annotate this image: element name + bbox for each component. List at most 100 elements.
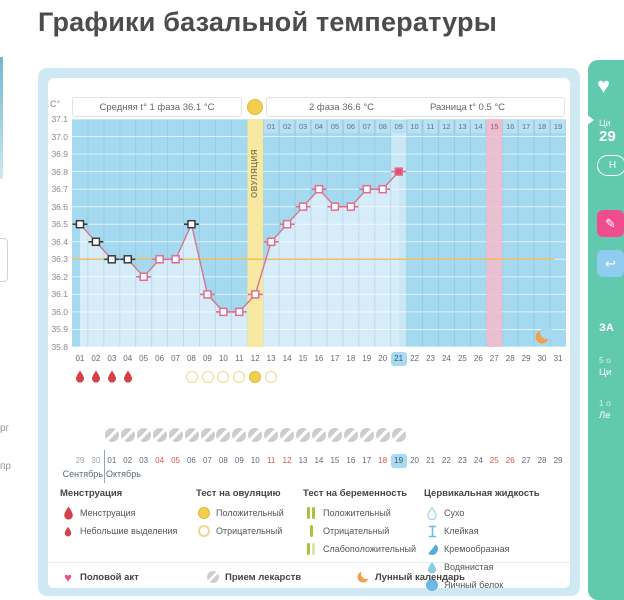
cycle-day-label: 06 [155, 354, 165, 363]
y-axis-tick: 35.9 [51, 324, 68, 335]
phase2-day-cell: 02 [280, 120, 295, 133]
legend-item: Положительный [196, 504, 284, 522]
calendar-date-label[interactable]: 20 [410, 456, 419, 465]
pill-icon [359, 428, 374, 442]
calendar-date-label[interactable]: 12 [282, 456, 292, 465]
calendar-date-label[interactable]: 02 [123, 456, 133, 465]
temp-marker [104, 255, 120, 264]
avg-phase1-box: Средняя t° 1 фаза 36.1 °C [72, 97, 242, 117]
calendar-date-label[interactable]: 15 [330, 456, 340, 465]
legend-item-label: Клейкая [444, 526, 479, 536]
phase2-day-cell: 03 [296, 120, 310, 133]
circle-filled-yellow-icon [196, 507, 212, 519]
calendar-date-label[interactable]: 23 [457, 456, 467, 465]
cycle-day-label: 17 [330, 354, 340, 363]
calendar-date-label[interactable]: 19 [390, 454, 407, 468]
footer-legend-item: ♥ Половой акт [60, 569, 139, 585]
temp-marker [263, 237, 279, 247]
pill-icon [216, 428, 231, 442]
medication-row [72, 428, 566, 442]
legend-item-label: Слабоположительный [323, 544, 417, 554]
phase2-day-cell: 04 [312, 120, 326, 133]
calendar-date-label[interactable]: 22 [441, 456, 451, 465]
phase2-box: 2 фаза 36.6 °C Разница t° 0.5 °C [266, 97, 565, 117]
ovulation-test-negative-icon [201, 371, 214, 383]
ovulation-test-negative-icon [185, 371, 198, 383]
temp-marker [120, 255, 136, 264]
y-axis-tick: 36.0 [51, 306, 68, 317]
calendar-date-label[interactable]: 26 [505, 456, 515, 465]
cycle-day-label: 05 [139, 354, 149, 363]
note-link[interactable]: Ле [599, 410, 611, 421]
temp-marker [215, 307, 231, 317]
calendar-date-label[interactable]: 01 [107, 456, 117, 465]
legend-item: Кремообразная [424, 540, 540, 558]
phase2-day-cell: 05 [328, 120, 342, 133]
ovulation-test-negative-icon [233, 371, 246, 383]
calendar-date-label[interactable]: 09 [234, 456, 244, 465]
pill-icon [248, 428, 263, 442]
calendar-date-label[interactable]: 28 [537, 456, 547, 465]
ovulation-band-label: ОВУЛЯЦИЯ [250, 148, 260, 198]
phase2-day-cell: 12 [439, 120, 454, 133]
cycle-day-label: 20 [378, 354, 388, 363]
calendar-date-label[interactable]: 18 [378, 456, 388, 465]
temp-marker [375, 184, 391, 194]
legend-column: Цервикальная жидкость Сухо Клейкая Кремообр… [424, 488, 540, 594]
difference-text: Разница t° 0.5 °C [429, 101, 506, 113]
y-axis-tick: 36.7 [51, 184, 68, 195]
cycle-day-label: 01 [75, 354, 85, 363]
calendar-date-label[interactable]: 07 [202, 456, 212, 465]
ovulation-band [247, 119, 264, 347]
symbol-row [72, 370, 566, 386]
calendar-date-label[interactable]: 29 [75, 456, 85, 465]
calendar-date-label[interactable]: 27 [521, 456, 531, 465]
pill-icon [296, 428, 311, 442]
calendar-date-label[interactable]: 05 [171, 456, 180, 465]
calendar-date-label[interactable]: 21 [426, 456, 435, 465]
calendar-date-label[interactable]: 24 [473, 456, 483, 465]
pill-icon [168, 428, 183, 442]
calendar-date-label[interactable]: 14 [314, 456, 324, 465]
calendar-date-label[interactable]: 10 [250, 456, 260, 465]
cycle-day-label: 30 [537, 354, 547, 363]
pill-icon [280, 428, 295, 442]
pill-icon [200, 428, 215, 442]
calendar-date-label[interactable]: 30 [91, 456, 101, 465]
calendar-date-label[interactable]: 25 [489, 456, 499, 465]
moon-orange-icon [355, 570, 371, 584]
footer-separator [48, 562, 570, 563]
cycle-day-label: Ци [599, 118, 611, 128]
calendar-date-label[interactable]: 06 [186, 456, 196, 465]
cycle-day-label: 02 [91, 354, 101, 363]
pill-icon [152, 428, 167, 442]
legend-column: Тест на овуляцию Положительный Отрицательн… [196, 488, 284, 540]
cycle-day-label: 11 [235, 354, 244, 363]
temp-marker [152, 255, 168, 264]
pill-icon [104, 428, 119, 442]
calendar-button[interactable]: Н [597, 155, 624, 176]
legend-item-label: Положительный [323, 508, 391, 518]
calendar-date-label[interactable]: 29 [553, 456, 563, 465]
calendar-date-label[interactable]: 11 [266, 456, 276, 465]
legend-title: Менструация [60, 488, 123, 499]
note-link[interactable]: Ци [599, 367, 612, 378]
calendar-date-label[interactable]: 13 [298, 456, 308, 465]
legend-title: Тест на овуляцию [196, 488, 281, 499]
cycle-day-label: 24 [441, 354, 451, 363]
month-label-october: Октябрь [106, 469, 141, 479]
pill-icon [375, 428, 390, 442]
pill-icon [312, 428, 326, 442]
phase2-day-cell: 09 [391, 120, 406, 133]
legend-item: Менструация [60, 504, 177, 522]
calendar-date-label[interactable]: 04 [155, 456, 165, 465]
calendar-date-label[interactable]: 16 [346, 456, 356, 465]
legend-item-label: Яичный белок [444, 580, 504, 590]
calendar-date-label[interactable]: 03 [139, 456, 149, 465]
favorite-heart-icon[interactable]: ♥ [597, 73, 611, 98]
share-button[interactable]: ↩ [597, 250, 624, 277]
calendar-date-label[interactable]: 08 [218, 456, 228, 465]
calendar-date-label[interactable]: 17 [362, 456, 372, 465]
add-entry-button[interactable]: ✎ [597, 210, 624, 237]
page-title: Графики базальной температуры [38, 7, 497, 37]
